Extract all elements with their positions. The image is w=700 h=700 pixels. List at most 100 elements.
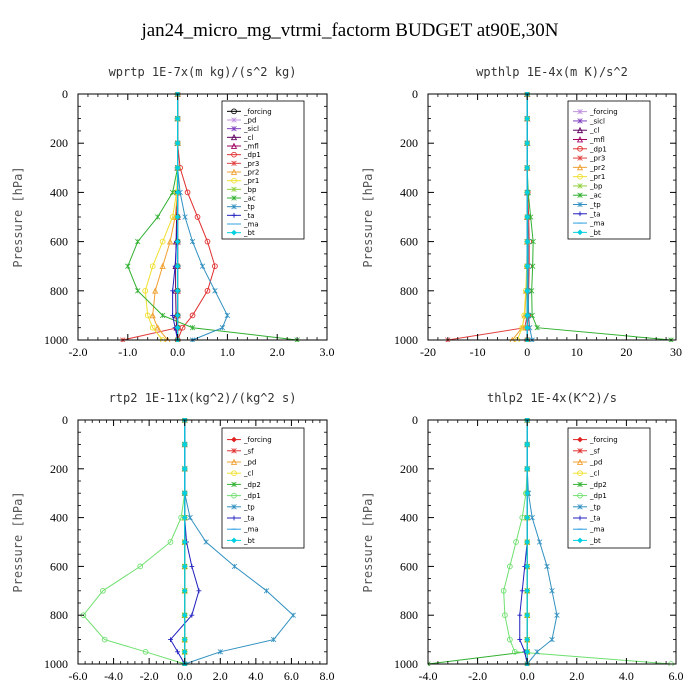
data-point-bt: [524, 324, 531, 331]
data-point-bt: [181, 465, 188, 472]
legend-label-tp: _tp: [589, 503, 601, 511]
data-point-bt: [181, 441, 188, 448]
legend-marker-ta: [231, 515, 237, 521]
x-tick-label: 8.0: [320, 669, 335, 683]
data-point-dp1: [212, 263, 218, 270]
data-point-tp: [189, 238, 196, 245]
series-group: [445, 92, 674, 342]
legend-marker-dp1: [577, 145, 583, 152]
data-point-dp1: [101, 636, 108, 643]
data-point-tp: [263, 588, 270, 594]
data-point-ta: [168, 637, 173, 642]
data-point-dp1: [137, 563, 144, 570]
legend-marker-pr2: [576, 163, 584, 171]
legend-label-cl: _cl: [589, 127, 599, 135]
data-point-tp: [290, 612, 296, 618]
legend-marker-tp: [577, 201, 583, 208]
legend-marker-ac: [231, 195, 237, 201]
data-point-bt: [174, 164, 181, 171]
data-point-tp: [529, 514, 535, 521]
legend-marker-forcing: [231, 108, 237, 115]
data-point-bt: [181, 587, 188, 594]
y-tick-label: 1000: [394, 333, 418, 347]
data-point-ac: [135, 288, 141, 294]
legend-marker-bp: [577, 183, 583, 189]
legend-label-ma: _ma: [243, 526, 259, 534]
data-point-bt: [524, 539, 531, 545]
legend-marker-bt: [231, 229, 237, 236]
chart-title: rtp2 1E-11x(kg^2)/(kg^2 s): [109, 391, 297, 405]
x-tick-label: 4.0: [248, 669, 263, 683]
legend-label-sf: _sf: [243, 447, 254, 455]
data-point-bt: [524, 648, 531, 655]
legend-marker-pr3: [577, 155, 583, 161]
data-point-tp: [534, 649, 540, 655]
y-tick-label: 1000: [44, 333, 68, 347]
data-point-ac: [159, 312, 166, 319]
data-point-tp: [549, 636, 555, 643]
legend-label-sf: _sf: [589, 447, 600, 455]
y-tick-label: 200: [400, 136, 418, 150]
y-tick-label: 400: [400, 511, 418, 525]
data-point-dp1: [189, 312, 196, 319]
data-point-bt: [181, 648, 188, 655]
series-line-dp1: [177, 94, 216, 341]
legend-marker-cl: [577, 470, 583, 477]
legend-label-ac: _ac: [589, 192, 602, 200]
legend-label-pr3: _pr3: [243, 160, 259, 168]
data-point-dp2: [428, 661, 431, 666]
legend-label-bt: _bt: [243, 229, 255, 237]
y-tick-label: 1000: [44, 657, 68, 671]
x-tick-label: 0: [524, 345, 530, 359]
legend-box: [221, 100, 305, 240]
data-point-pr2: [152, 287, 159, 294]
data-point-bt: [174, 312, 181, 319]
data-point-pr2: [154, 324, 161, 331]
x-tick-label: 6.0: [669, 669, 684, 683]
y-tick-label: 200: [400, 462, 418, 476]
data-point-pr1: [159, 238, 166, 245]
y-axis-label: Pressure [hPa]: [11, 166, 25, 267]
data-point-bt: [524, 636, 531, 643]
legend-marker-pr2: [230, 168, 238, 175]
data-point-tp: [203, 539, 209, 545]
data-point-bt: [524, 164, 531, 171]
legend-label-pd: _pd: [589, 459, 602, 467]
legend: _forcing _sf _pd _cl _dp2 _dp1 _tp _ta _ma _bt: [567, 427, 651, 549]
y-tick-label: 0: [62, 413, 68, 427]
legend-marker-pr3: [231, 160, 237, 167]
x-tick-label: 4.0: [619, 669, 634, 683]
legend-label-cl: _cl: [243, 470, 253, 478]
data-point-pr1: [142, 287, 149, 294]
legend-marker-pd: [231, 117, 237, 123]
y-tick-label: 800: [400, 284, 418, 298]
data-point-bt: [181, 636, 188, 643]
chart-panel-3: rtp2 1E-11x(kg^2)/(kg^2 s) Pressure [hPa]…: [11, 391, 335, 683]
legend-marker-cl: [576, 126, 584, 134]
legend-label-tp: _tp: [589, 201, 601, 209]
data-point-dp1: [500, 587, 507, 594]
legend-marker-cl: [230, 133, 238, 141]
legend-label-sicl: _sicl: [243, 125, 259, 133]
data-point-tp: [219, 325, 226, 331]
data-point-dp1: [502, 612, 508, 619]
legend-marker-ta: [577, 515, 583, 521]
data-point-tp: [270, 636, 277, 643]
series-line-dp2: [428, 420, 528, 665]
y-tick-label: 400: [400, 185, 418, 199]
data-point-bt: [174, 287, 181, 294]
data-point-tp: [199, 263, 206, 269]
data-point-ac: [135, 238, 141, 245]
data-point-ta: [170, 313, 176, 318]
legend-marker-dp2: [577, 481, 583, 488]
y-tick-label: 800: [50, 608, 68, 622]
data-point-ac: [189, 325, 196, 331]
legend-label-mfl: _mfl: [243, 143, 259, 151]
legend: _forcing_sicl _cl_mfl_dp1 _pr3_pr2_pr1_bp _…: [567, 100, 651, 240]
y-tick-label: 600: [50, 235, 68, 249]
data-point-ta: [189, 564, 195, 569]
data-point-ta: [519, 588, 525, 594]
x-tick-label: 2.0: [213, 669, 228, 683]
legend-label-ta: _ta: [243, 212, 255, 220]
legend-marker-dp1: [577, 492, 583, 499]
